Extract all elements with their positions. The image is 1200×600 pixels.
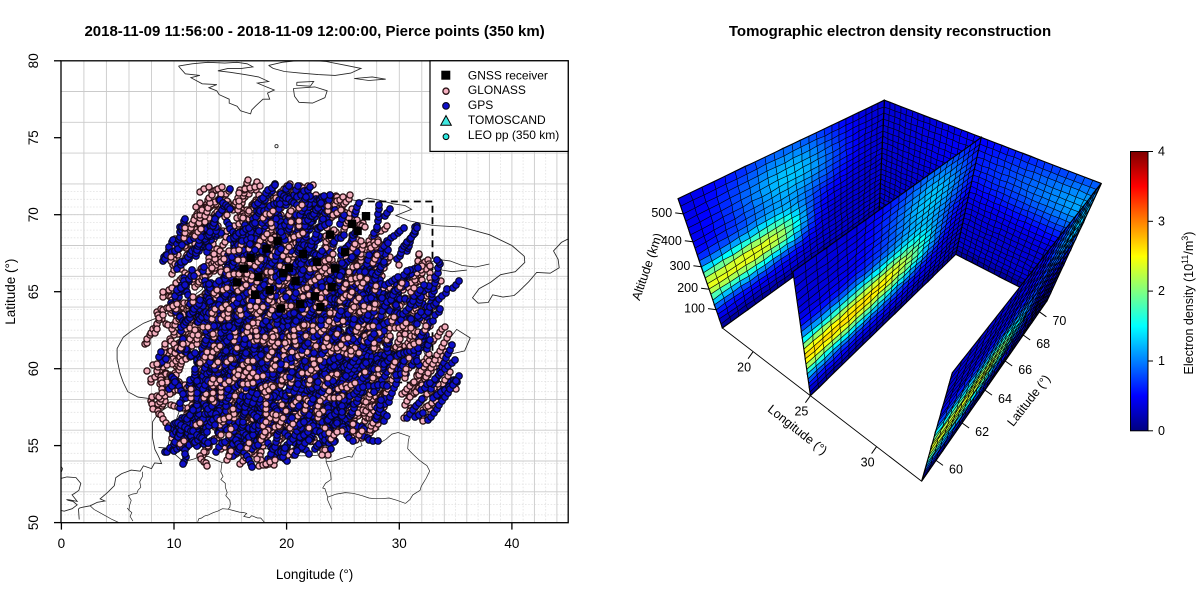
svg-text:25: 25	[794, 405, 808, 419]
svg-text:20: 20	[279, 536, 294, 551]
svg-text:70: 70	[1052, 314, 1066, 328]
svg-text:0: 0	[1158, 424, 1165, 438]
svg-text:GPS: GPS	[468, 98, 493, 112]
svg-text:20: 20	[737, 361, 751, 375]
svg-text:10: 10	[166, 536, 181, 551]
svg-text:50: 50	[26, 515, 41, 530]
svg-text:100: 100	[684, 302, 705, 316]
svg-text:LEO pp (350 km): LEO pp (350 km)	[468, 128, 559, 142]
svg-text:Tomographic electron density r: Tomographic electron density reconstruct…	[729, 23, 1051, 40]
svg-text:60: 60	[26, 361, 41, 376]
svg-text:3: 3	[1158, 214, 1165, 228]
svg-text:GLONASS: GLONASS	[468, 83, 526, 97]
svg-text:2: 2	[1158, 284, 1165, 298]
svg-text:30: 30	[861, 456, 875, 470]
svg-text:1: 1	[1158, 354, 1165, 368]
svg-text:2018-11-09 11:56:00 - 2018-11-: 2018-11-09 11:56:00 - 2018-11-09 12:00:0…	[84, 23, 544, 40]
svg-text:60: 60	[949, 462, 963, 476]
svg-text:300: 300	[670, 259, 691, 273]
svg-text:70: 70	[26, 207, 41, 222]
svg-text:40: 40	[504, 536, 519, 551]
svg-text:Longitude (°): Longitude (°)	[276, 567, 353, 582]
svg-text:4: 4	[1158, 145, 1165, 159]
svg-text:65: 65	[26, 284, 41, 299]
svg-text:TOMOSCAND: TOMOSCAND	[468, 113, 546, 127]
svg-text:500: 500	[651, 206, 672, 220]
svg-text:0: 0	[58, 536, 66, 551]
svg-text:200: 200	[677, 281, 698, 295]
svg-text:55: 55	[26, 438, 41, 453]
svg-text:GNSS receiver: GNSS receiver	[468, 68, 548, 82]
svg-text:62: 62	[975, 425, 989, 439]
svg-text:Electron density (1011/m3): Electron density (1011/m3)	[1180, 232, 1196, 375]
svg-text:80: 80	[26, 53, 41, 68]
svg-text:Latitude (°): Latitude (°)	[3, 259, 18, 325]
svg-text:75: 75	[26, 130, 41, 145]
svg-text:30: 30	[392, 536, 407, 551]
svg-text:66: 66	[1018, 363, 1032, 377]
svg-text:64: 64	[998, 392, 1012, 406]
svg-text:68: 68	[1036, 337, 1050, 351]
